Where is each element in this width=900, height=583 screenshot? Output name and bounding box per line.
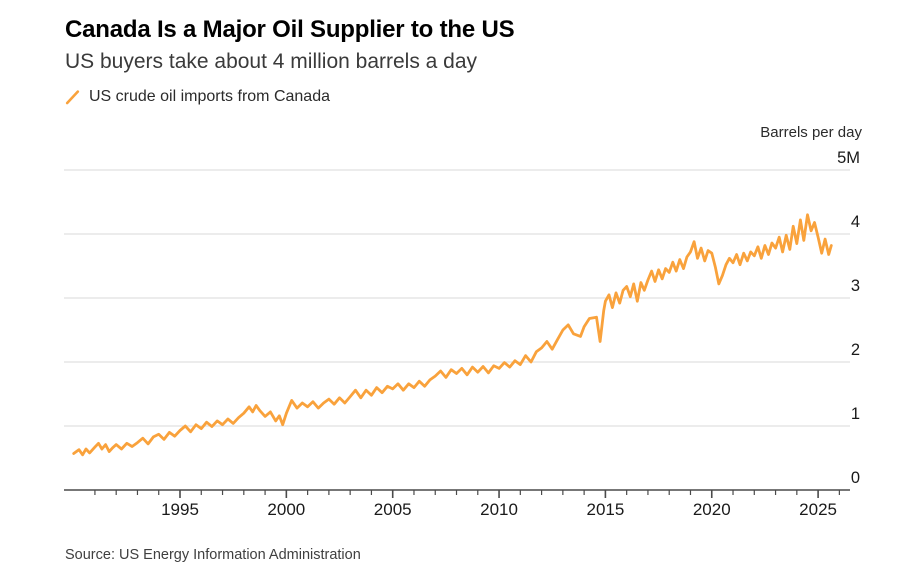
x-tick-label: 2000: [267, 500, 305, 519]
y-tick-label: 0: [851, 469, 860, 487]
x-axis-ticks: [94, 490, 840, 498]
y-tick-labels: 0 1 2 3 4 5M: [837, 149, 860, 487]
x-tick-label: 2005: [374, 500, 412, 519]
x-tick-labels: 1995 2000 2005 2010 2015 2020 2025: [161, 500, 837, 519]
series-slash-icon: [65, 89, 80, 104]
x-tick-label: 2015: [586, 500, 624, 519]
y-tick-label: 1: [851, 405, 860, 423]
source-attribution: Source: US Energy Information Administra…: [65, 547, 361, 563]
y-tick-label: 5M: [837, 149, 860, 167]
legend: US crude oil imports from Canada: [65, 88, 330, 106]
x-tick-label: 2010: [480, 500, 518, 519]
gridlines: [64, 169, 850, 427]
x-tick-label: 1995: [161, 500, 199, 519]
chart-title: Canada Is a Major Oil Supplier to the US: [65, 16, 515, 43]
x-tick-label: 2025: [799, 500, 837, 519]
chart-subtitle: US buyers take about 4 million barrels a…: [65, 50, 478, 73]
x-tick-label: 2020: [693, 500, 731, 519]
series-line: [72, 213, 833, 457]
y-tick-label: 3: [851, 277, 860, 295]
y-tick-label: 2: [851, 341, 860, 359]
y-axis-unit-label: Barrels per day: [760, 124, 862, 141]
legend-series-label: US crude oil imports from Canada: [89, 88, 330, 105]
y-tick-label: 4: [851, 213, 860, 231]
